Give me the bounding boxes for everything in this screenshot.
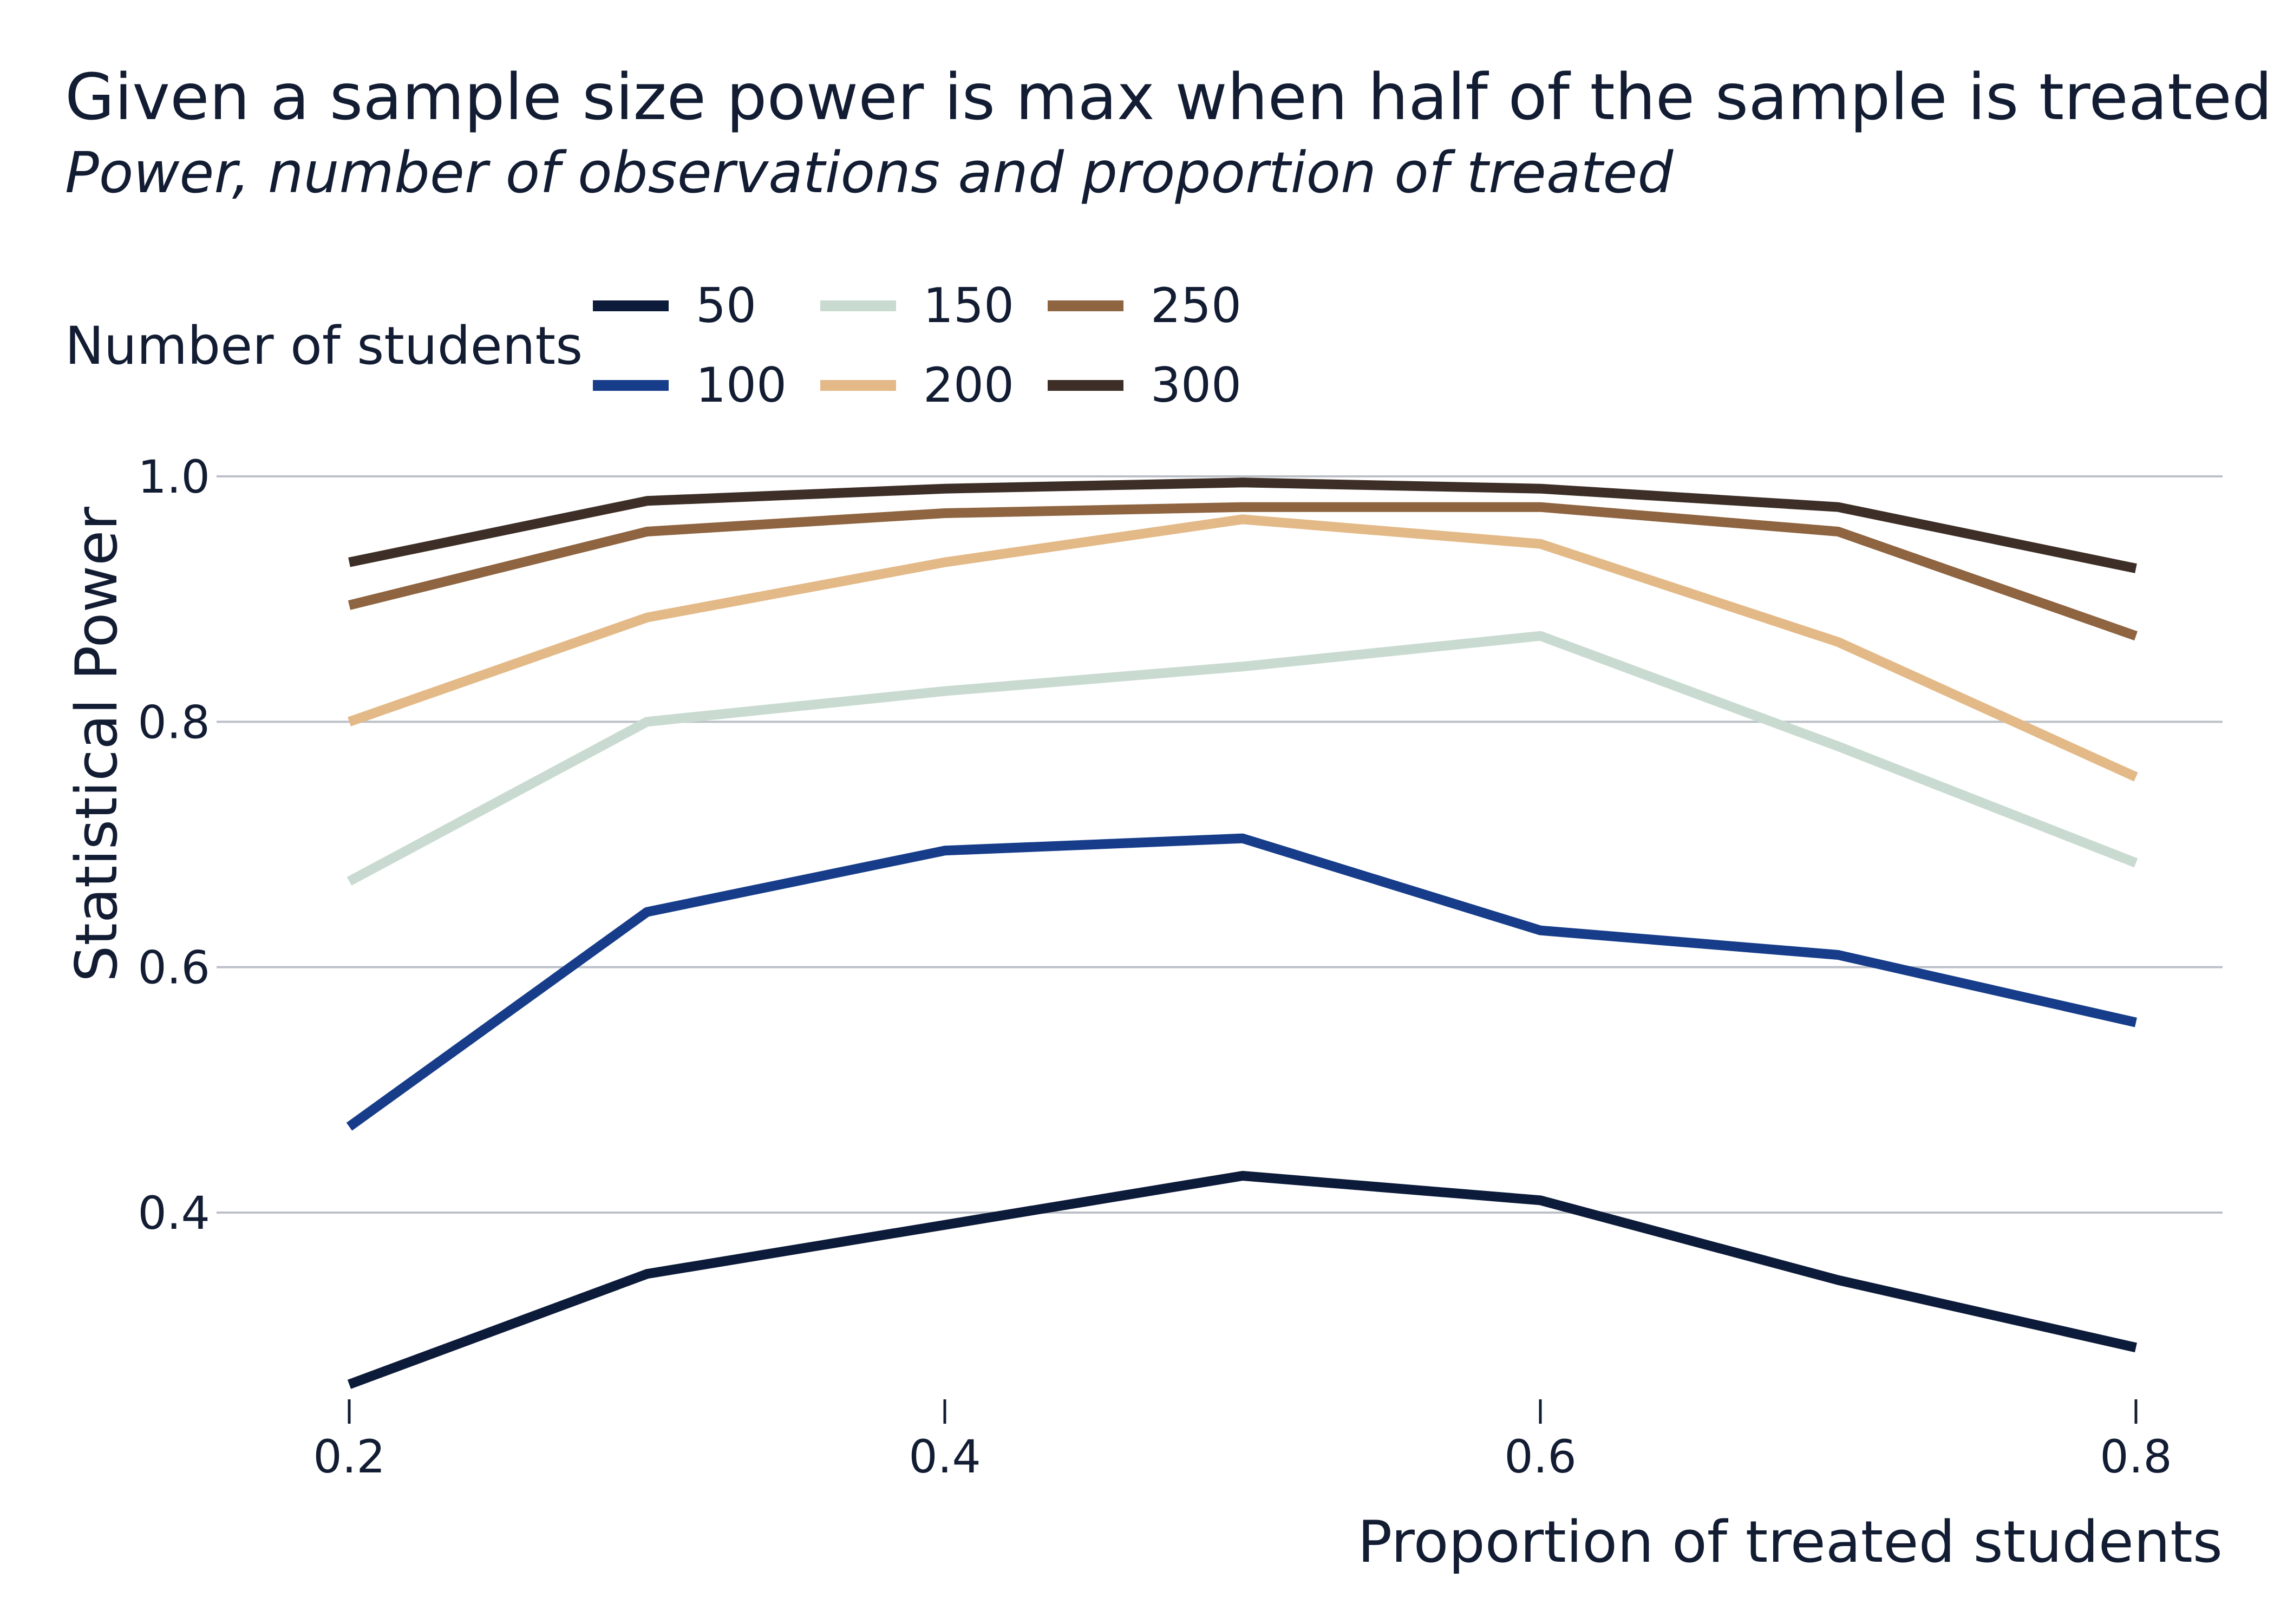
y-tick-label: 1.0 <box>138 450 210 503</box>
legend-label: 50 <box>696 278 756 333</box>
y-tick-label: 0.8 <box>138 696 210 749</box>
series-line-300 <box>348 477 2137 573</box>
legend-label: 150 <box>923 278 1014 333</box>
series-line-50 <box>347 1171 2137 1389</box>
legend-item-250: 250 <box>1048 278 1241 333</box>
chart-subtitle: Power, number of observations and propor… <box>65 140 1674 206</box>
series-line-250 <box>348 502 2138 641</box>
legend-label: 100 <box>696 357 787 413</box>
grid <box>217 475 2223 1214</box>
legend: Number of students 50 100 150 200 250 300 <box>65 278 1241 413</box>
y-axis-title: Statistical Power <box>63 507 130 982</box>
legend-item-100: 100 <box>593 357 787 413</box>
series-line-100 <box>346 833 2137 1131</box>
legend-title: Number of students <box>65 316 583 376</box>
x-axis-title: Proportion of treated students <box>1357 1509 2223 1575</box>
legend-label: 300 <box>1151 357 1241 413</box>
legend-item-200: 200 <box>820 357 1014 413</box>
x-tick-label: 0.8 <box>2100 1430 2172 1483</box>
series-layer <box>346 477 2138 1389</box>
legend-item-300: 300 <box>1048 357 1241 413</box>
legend-item-50: 50 <box>593 278 756 333</box>
legend-item-150: 150 <box>820 278 1014 333</box>
x-tick-label: 0.6 <box>1504 1430 1577 1483</box>
x-tick-label: 0.2 <box>313 1430 385 1483</box>
series-line-150 <box>347 631 2138 886</box>
series-line-200 <box>348 514 2138 782</box>
y-tick-label: 0.6 <box>138 941 210 994</box>
chart-title: Given a sample size power is max when ha… <box>65 60 2272 134</box>
legend-label: 200 <box>923 357 1014 413</box>
axes: 0.4 0.6 0.8 1.0 0.2 0.4 0.6 0.8 <box>138 450 2172 1483</box>
legend-label: 250 <box>1151 278 1241 333</box>
y-tick-label: 0.4 <box>138 1187 210 1240</box>
x-tick-label: 0.4 <box>909 1430 981 1483</box>
